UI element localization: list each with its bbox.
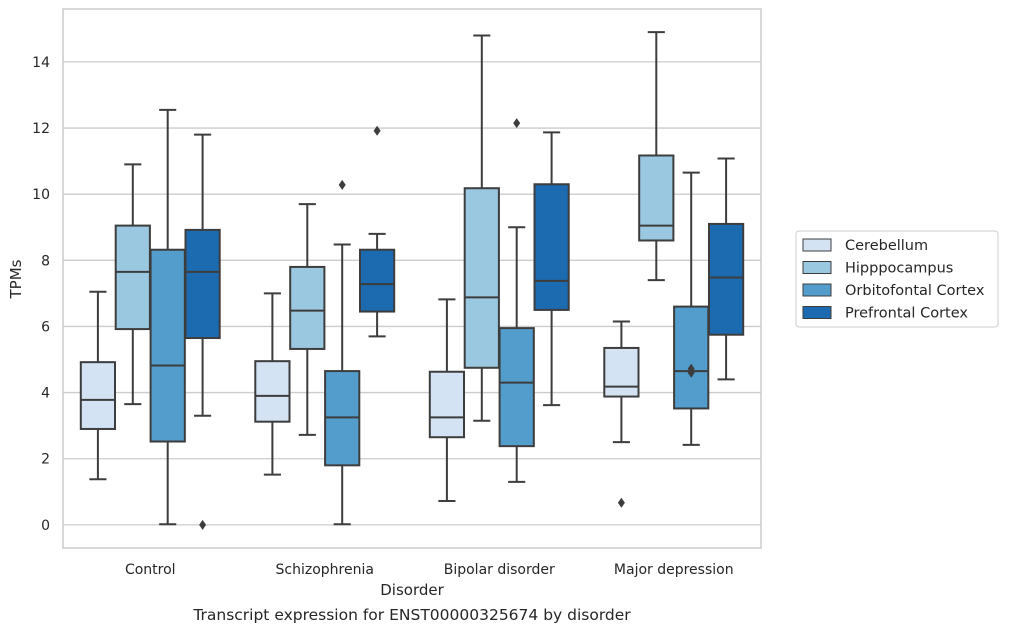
legend-swatch [802, 306, 832, 319]
box-body [149, 248, 186, 443]
legend-label: Cerebellum [845, 238, 928, 254]
box-orbitofontal-cortex [498, 118, 535, 483]
legend-swatch [802, 261, 832, 274]
box-hipppocampus [463, 34, 500, 422]
outlier-point [373, 125, 381, 136]
box-body [463, 187, 500, 369]
outlier-point [513, 118, 521, 129]
x-tick-label: Major depression [614, 562, 734, 578]
y-tick-label: 10 [32, 187, 50, 203]
box-hipppocampus [289, 203, 326, 436]
box-body [79, 361, 117, 430]
x-tick-label: Schizophrenia [276, 562, 374, 578]
legend-label: Hipppocampus [845, 261, 953, 277]
box-body [289, 265, 326, 350]
box-body [358, 248, 396, 313]
box-body [114, 224, 151, 331]
legend-swatch [802, 283, 832, 297]
legend-swatch [802, 238, 832, 252]
box-body [184, 228, 221, 340]
x-tick-label: Control [125, 562, 176, 578]
box-hipppocampus [114, 163, 151, 406]
y-tick-label: 8 [41, 253, 50, 269]
box-hipppocampus [638, 31, 675, 282]
x-axis-label: Disorder [380, 581, 444, 599]
box-body [428, 370, 466, 439]
box-prefrontal-cortex [707, 157, 745, 381]
y-tick-label: 6 [41, 319, 50, 335]
box-cerebellum [603, 320, 640, 508]
box-body [498, 327, 535, 448]
y-tick-label: 14 [32, 55, 50, 71]
x-tick-label: Bipolar disorder [444, 562, 555, 578]
box-cerebellum [428, 298, 466, 503]
box-prefrontal-cortex [184, 133, 221, 530]
box-orbitofontal-cortex [149, 108, 186, 526]
box-cerebellum [79, 290, 117, 481]
box-body [673, 305, 710, 410]
box-prefrontal-cortex [533, 131, 570, 407]
box-body [603, 346, 640, 398]
legend-label: Prefrontal Cortex [845, 306, 968, 322]
box-orbitofontal-cortex [673, 171, 710, 446]
box-prefrontal-cortex [358, 125, 396, 338]
y-axis-label: TPMs [7, 259, 25, 299]
y-tick-label: 12 [32, 121, 50, 137]
box-body [254, 360, 291, 423]
outlier-point [338, 179, 346, 190]
y-tick-label: 0 [41, 518, 50, 534]
box-orbitofontal-cortex [324, 179, 361, 526]
box-cerebellum [254, 292, 291, 476]
outlier-point [687, 363, 695, 374]
y-tick-label: 2 [41, 452, 50, 468]
outlier-point [199, 519, 207, 530]
chart-caption: Transcript expression for ENST0000032567… [193, 606, 631, 624]
box-body [638, 154, 675, 242]
box-groups [79, 31, 745, 530]
box-body [707, 222, 745, 336]
legend: Cerebellum Hipppocampus Orbitofontal Corte… [795, 230, 999, 328]
x-tick-labels: Control Schizophrenia Bipolar disorder Majo… [125, 562, 734, 578]
y-tick-labels: 0 2 4 6 8 10 12 14 [32, 55, 50, 534]
box-body [533, 183, 570, 311]
y-tick-label: 4 [41, 386, 50, 402]
legend-frame [795, 230, 999, 328]
plot-frame [62, 8, 762, 549]
outlier-point [617, 497, 625, 508]
legend-label: Orbitofontal Cortex [845, 283, 985, 299]
